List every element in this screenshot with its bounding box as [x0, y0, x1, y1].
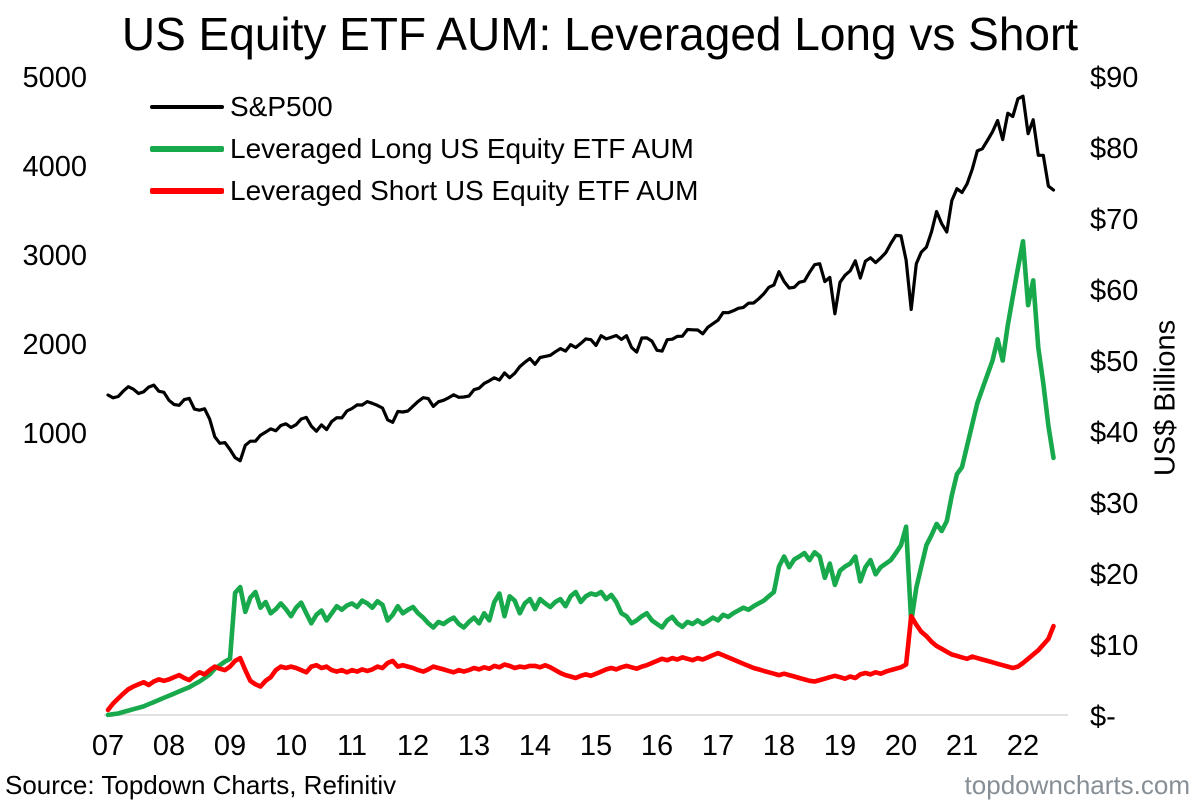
x-axis-tick-label: 22 [1006, 730, 1040, 762]
left-axis-tick-label: 4000 [22, 151, 87, 183]
x-axis-tick-label: 09 [213, 730, 247, 762]
x-axis-tick-label: 12 [396, 730, 430, 762]
legend-item-leveraged-short: Leveraged Short US Equity ETF AUM [150, 175, 699, 206]
x-axis-tick-label: 20 [884, 730, 918, 762]
sp500-line [106, 94, 1056, 463]
x-axis-tick-label: 21 [945, 730, 979, 762]
x-axis-tick-label: 14 [518, 730, 552, 762]
right-axis-title: US$ Billions [1149, 319, 1182, 477]
x-axis-tick-label: 15 [579, 730, 613, 762]
legend-label-sp500: S&P500 [230, 91, 333, 122]
left-axis-tick-label: 3000 [22, 240, 87, 272]
chart-title: US Equity ETF AUM: Leveraged Long vs Sho… [121, 8, 1079, 60]
x-axis-tick-label: 19 [823, 730, 857, 762]
leveraged-short-line [105, 613, 1056, 713]
legend-label-leveraged-short: Leveraged Short US Equity ETF AUM [230, 175, 699, 206]
source-note: Source: Topdown Charts, Refinitiv [5, 770, 397, 800]
legend-label-leveraged-long: Leveraged Long US Equity ETF AUM [230, 133, 694, 164]
x-axis-tick-label: 07 [91, 730, 125, 762]
right-axis-tick-label: $- [1090, 701, 1116, 733]
right-axis-tick-label: $40 [1090, 417, 1139, 449]
right-axis-tick-label: $20 [1090, 559, 1139, 591]
site-watermark: topdowncharts.com [964, 770, 1190, 800]
x-axis-tick-label: 08 [152, 730, 186, 762]
right-axis-tick-label: $30 [1090, 488, 1139, 520]
legend-swatch-leveraged-short [150, 188, 224, 194]
legend: S&P500 Leveraged Long US Equity ETF AUM … [150, 91, 699, 218]
leveraged-long-line [105, 239, 1056, 718]
right-axis-tick-label: $70 [1090, 204, 1139, 236]
x-axis-tick-label: 11 [336, 730, 368, 762]
x-axis-tick-label: 17 [701, 730, 735, 762]
legend-item-leveraged-long: Leveraged Long US Equity ETF AUM [150, 133, 698, 164]
x-axis-tick-label: 16 [640, 730, 674, 762]
legend-swatch-leveraged-long [150, 146, 224, 152]
x-axis-tick-label: 13 [457, 730, 491, 762]
right-axis-tick-label: $60 [1090, 275, 1139, 307]
right-axis-tick-label: $90 [1090, 62, 1139, 94]
left-axis-tick-label: 2000 [22, 329, 87, 361]
x-axis-tick-label: 18 [762, 730, 796, 762]
right-axis-tick-label: $50 [1090, 346, 1139, 378]
left-axis-tick-label: 1000 [22, 418, 87, 450]
left-axis-tick-label: 5000 [22, 62, 87, 94]
x-axis-tick-label: 10 [274, 730, 308, 762]
right-axis-tick-label: $80 [1090, 133, 1139, 165]
right-axis-tick-label: $10 [1090, 630, 1139, 662]
legend-item-sp500: S&P500 [150, 91, 698, 122]
legend-swatch-sp500 [150, 105, 224, 109]
